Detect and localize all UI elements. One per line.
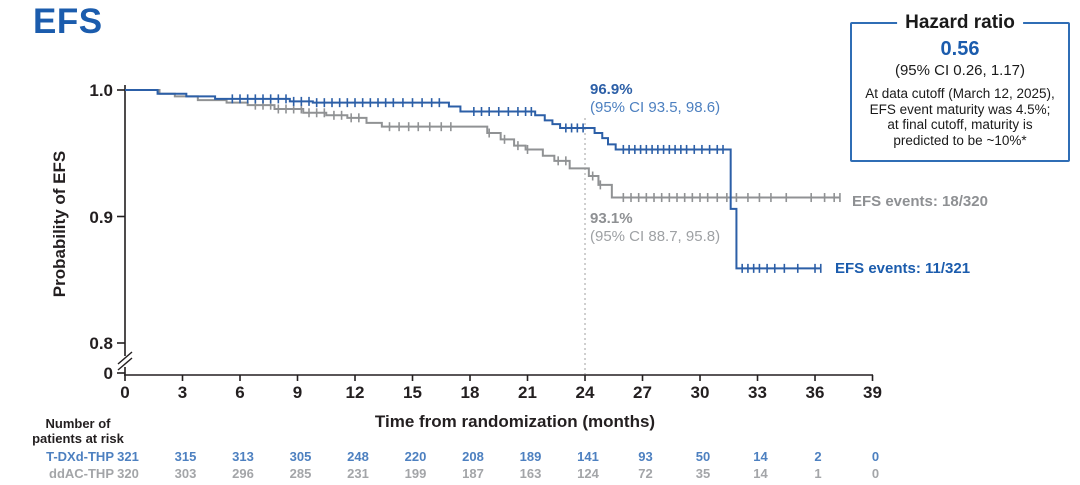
- risk-count: 0: [871, 449, 880, 464]
- x-tick-label: 36: [805, 383, 825, 402]
- risk-count: 14: [753, 449, 768, 464]
- risk-count: 303: [174, 466, 197, 481]
- hazard-ratio-box: Hazard ratio 0.56 (95% CI 0.26, 1.17) At…: [850, 12, 1070, 162]
- figure-title: EFS: [33, 2, 103, 41]
- risk-count: 220: [404, 449, 427, 464]
- x-tick-label: 15: [403, 383, 422, 402]
- hazard-ratio-ci: (95% CI 0.26, 1.17): [894, 62, 1026, 79]
- risk-count: 141: [577, 449, 599, 464]
- risk-table-header: Number of patients at risk: [8, 416, 148, 446]
- hazard-ratio-value: 0.56: [940, 38, 980, 60]
- x-tick-label: 24: [575, 383, 595, 402]
- risk-count: 124: [577, 466, 599, 481]
- risk-count: 321: [117, 449, 139, 464]
- x-tick-label: 18: [460, 383, 480, 402]
- risk-count: 305: [289, 449, 312, 464]
- risk-table-header-line1: Number of: [45, 416, 111, 431]
- risk-count: 189: [519, 449, 542, 464]
- x-tick-label: 27: [633, 383, 652, 402]
- risk-count: 2: [814, 449, 822, 464]
- x-tick-label: 33: [748, 383, 767, 402]
- risk-count: 313: [232, 449, 254, 464]
- risk-count: 72: [638, 466, 653, 481]
- risk-count: 296: [232, 466, 254, 481]
- x-tick-label: 6: [235, 383, 245, 402]
- x-tick-label: 0: [120, 383, 130, 402]
- risk-count: 1: [814, 466, 822, 481]
- risk-row-label-tdxd: T-DXd-THP: [46, 449, 114, 464]
- risk-count: 93: [638, 449, 653, 464]
- x-tick-label: 39: [863, 383, 882, 402]
- x-axis-title: Time from randomization (months): [374, 412, 656, 431]
- events-label-tdxd: EFS events: 11/321: [835, 260, 971, 277]
- risk-count: 315: [174, 449, 197, 464]
- risk-count: 0: [871, 466, 880, 481]
- risk-count: 35: [695, 466, 711, 481]
- risk-count: 231: [347, 466, 369, 481]
- landmark-ddac-ci: (95% CI 88.7, 95.8): [590, 228, 721, 245]
- risk-count: 248: [347, 449, 369, 464]
- maturity-note-line1: At data cutoff (March 12, 2025),: [865, 86, 1055, 101]
- x-tick-label: 30: [690, 383, 710, 402]
- y-tick-label: 0.8: [89, 334, 113, 353]
- risk-count: 50: [695, 449, 711, 464]
- landmark-ddac-value: 93.1%: [590, 210, 633, 227]
- landmark-tdxd-ci: (95% CI 93.5, 98.6): [590, 99, 721, 116]
- x-tick-label: 12: [345, 383, 365, 402]
- risk-count: 285: [289, 466, 312, 481]
- risk-count: 163: [519, 466, 542, 481]
- y-tick-label: 1.0: [89, 81, 113, 100]
- y-axis-title: Probability of EFS: [50, 150, 69, 298]
- risk-row-label-ddac: ddAC-THP: [49, 466, 114, 481]
- risk-count: 199: [404, 466, 427, 481]
- y-tick-label: 0.9: [89, 207, 113, 227]
- maturity-note: At data cutoff (March 12, 2025), EFS eve…: [852, 86, 1068, 148]
- maturity-note-line2: EFS event maturity was 4.5%;: [869, 101, 1051, 117]
- risk-count: 208: [462, 449, 484, 464]
- landmark-tdxd-value: 96.9%: [590, 81, 633, 98]
- risk-count: 320: [117, 466, 139, 481]
- maturity-note-line3: at final cutoff, maturity is: [887, 117, 1033, 132]
- risk-count: 14: [753, 466, 768, 481]
- y-tick-label: 0: [103, 364, 113, 383]
- hazard-ratio-box-title: Hazard ratio: [897, 12, 1023, 34]
- risk-count: 187: [462, 466, 484, 481]
- risk-table-header-line2: patients at risk: [32, 431, 124, 446]
- x-tick-label: 21: [518, 383, 537, 402]
- maturity-note-line4: predicted to be ~10%*: [893, 132, 1027, 148]
- x-tick-label: 9: [292, 383, 303, 402]
- x-tick-label: 3: [177, 383, 188, 402]
- events-label-ddac: EFS events: 18/320: [852, 193, 988, 210]
